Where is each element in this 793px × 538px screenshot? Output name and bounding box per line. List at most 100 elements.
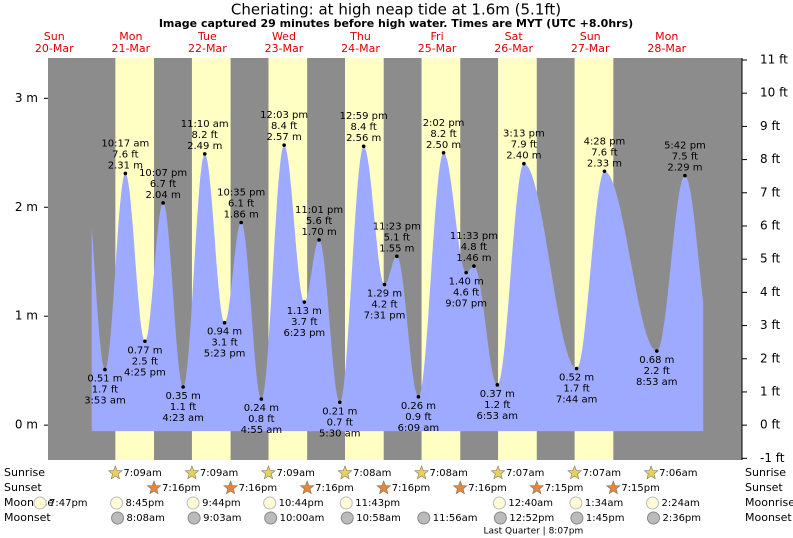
y2-tick-label: 5 ft xyxy=(760,252,780,266)
tide-point xyxy=(143,339,147,344)
tide-label: 1.7 ft xyxy=(92,385,118,396)
tide-label: 1.70 m xyxy=(302,227,337,238)
sunrise-time: 7:07am xyxy=(583,468,621,479)
tide-label: 4.2 ft xyxy=(371,300,397,311)
tide-label: 1.7 ft xyxy=(563,383,589,394)
moonrise-time: 2:24am xyxy=(661,498,699,509)
day-name: Tue xyxy=(197,30,217,43)
moonrise-icon xyxy=(492,496,506,510)
moonset-time: 10:00am xyxy=(280,513,325,524)
row-label: Moonrise xyxy=(4,496,54,509)
tide-label: 2.57 m xyxy=(267,132,302,143)
tide-label: 8.2 ft xyxy=(430,129,456,140)
sunrise-time: 7:08am xyxy=(430,468,468,479)
moonrise-time: 10:44pm xyxy=(279,498,324,509)
sunset-time: 7:16pm xyxy=(239,483,278,494)
tide-label: 2.5 ft xyxy=(132,356,158,367)
tide-point xyxy=(602,169,607,174)
tide-label: 2.29 m xyxy=(667,163,702,174)
tide-label: 5.6 ft xyxy=(306,216,332,227)
tide-label: 11:01 pm xyxy=(295,205,343,216)
moonset-time: 2:36pm xyxy=(662,513,701,524)
tide-label: 0.52 m xyxy=(559,372,594,383)
tide-label: 4.6 ft xyxy=(453,288,479,299)
tide-label: 4.8 ft xyxy=(461,242,487,253)
tide-label: 3.7 ft xyxy=(291,317,317,328)
moonrise-icon xyxy=(263,496,277,510)
tide-label: 5.1 ft xyxy=(384,232,410,243)
sunrise-icon xyxy=(337,465,353,480)
tide-point xyxy=(302,300,307,304)
tide-label: 12:59 pm xyxy=(340,111,388,122)
row-label: Moonset xyxy=(4,511,51,524)
tide-label: 0.9 ft xyxy=(405,412,431,423)
tide-label: 0.94 m xyxy=(207,327,242,338)
tide-label: 8:53 am xyxy=(636,377,678,388)
chart-subtitle: Image captured 29 minutes before high wa… xyxy=(159,17,633,30)
y2-tick-label: 0 ft xyxy=(760,418,780,432)
tide-label: 7.6 ft xyxy=(591,147,617,158)
tide-label: 6:23 pm xyxy=(283,328,325,339)
tide-label: 2.33 m xyxy=(587,158,622,169)
tide-area xyxy=(91,145,704,432)
tide-label: 9:07 pm xyxy=(445,299,487,310)
moonrise-time: 8:45pm xyxy=(126,498,165,509)
day-name: Sun xyxy=(44,30,65,43)
tide-point xyxy=(317,238,321,242)
tide-label: 7:44 am xyxy=(556,394,598,405)
tide-label: 0.68 m xyxy=(639,355,674,366)
sunset-time: 7:15pm xyxy=(545,483,584,494)
tide-point xyxy=(495,383,500,387)
day-date: 28-Mar xyxy=(647,42,686,55)
moonrise-time: 9:44pm xyxy=(202,498,241,509)
tide-label: 8.4 ft xyxy=(271,121,297,132)
row-label: Sunset xyxy=(4,481,42,494)
tide-label: 2.2 ft xyxy=(644,366,670,377)
y-tick-label: 2 m xyxy=(15,200,38,214)
y2-tick-label: 2 ft xyxy=(760,351,780,365)
tide-label: 2.50 m xyxy=(426,140,461,151)
tide-label: 0.7 ft xyxy=(327,417,353,428)
sunset-icon xyxy=(605,480,621,495)
tide-point xyxy=(655,349,659,353)
tide-label: 0.24 m xyxy=(244,403,279,414)
tide-label: 6.7 ft xyxy=(150,179,176,190)
moonrise-icon xyxy=(33,496,47,510)
y2-tick-label: -1 ft xyxy=(760,451,785,465)
sunrise-icon xyxy=(490,465,506,480)
sunrise-icon xyxy=(107,465,123,480)
tide-label: 1.40 m xyxy=(449,277,484,288)
y-tick-label: 0 m xyxy=(15,418,38,432)
y2-tick-label: 1 ft xyxy=(760,384,780,398)
tide-point xyxy=(472,264,476,268)
moonset-icon xyxy=(187,511,201,525)
moonset-icon xyxy=(111,511,125,525)
tide-point xyxy=(239,220,243,225)
day-name: Sat xyxy=(505,30,524,43)
tide-label: 10:17 am xyxy=(101,138,149,149)
row-label: Moonrise xyxy=(745,496,793,509)
sunrise-time: 7:06am xyxy=(659,468,697,479)
y2-tick-label: 11 ft xyxy=(760,52,788,66)
tide-label: 10:35 pm xyxy=(217,188,265,199)
chart-title: Cheriating: at high neap tide at 1.6m (5… xyxy=(231,1,561,19)
tide-label: 1.29 m xyxy=(367,289,402,300)
tide-label: 7.6 ft xyxy=(112,149,138,160)
sunset-time: 7:16pm xyxy=(468,483,507,494)
tide-label: 6:09 am xyxy=(398,423,440,434)
tide-label: 4:28 pm xyxy=(584,136,626,147)
y2-tick-label: 4 ft xyxy=(760,285,780,299)
moonrise-icon xyxy=(339,496,353,510)
sunrise-icon xyxy=(643,465,659,480)
tide-point xyxy=(382,282,387,287)
tide-point xyxy=(464,270,468,275)
sunset-time: 7:16pm xyxy=(162,483,201,494)
moonset-icon xyxy=(570,511,584,525)
tide-point xyxy=(337,400,342,405)
tide-label: 7.5 ft xyxy=(672,152,698,163)
tide-point xyxy=(282,143,286,147)
tide-label: 0.26 m xyxy=(401,401,436,412)
moon-phase: Last Quarter | 8:07pm xyxy=(483,527,583,537)
tide-label: 11:23 pm xyxy=(373,221,421,232)
